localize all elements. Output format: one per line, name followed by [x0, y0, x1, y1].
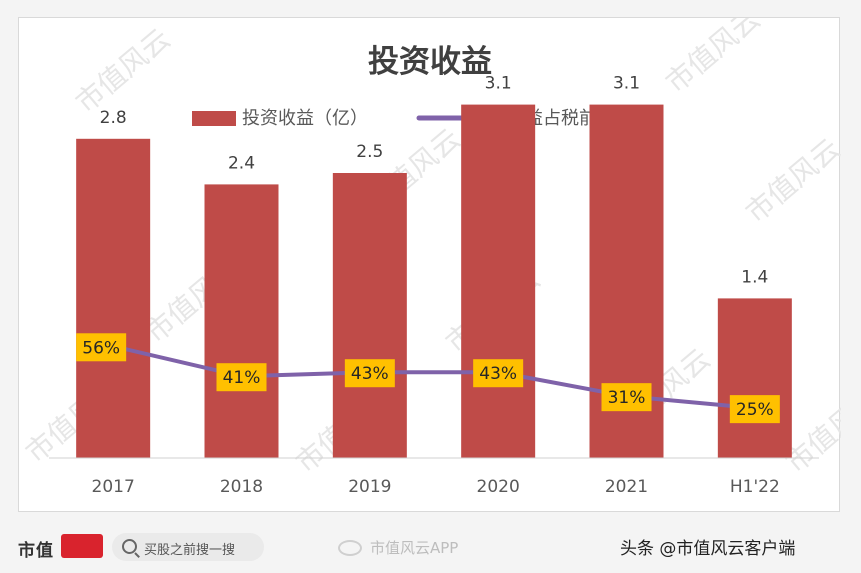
- x-tick-label: 2021: [605, 477, 648, 497]
- line-point-label: 41%: [216, 363, 267, 392]
- watermark-text: 市值风云: [69, 22, 176, 119]
- brand-name: 市值: [18, 541, 54, 561]
- bar-value-label: 2.5: [356, 142, 383, 162]
- line-label-box: [473, 359, 524, 388]
- bar-value-label: 3.1: [485, 74, 512, 94]
- app-watermark: 市值风云APP: [370, 539, 459, 557]
- bar-value-label: 1.4: [741, 267, 768, 287]
- legend-bar-label: 投资收益（亿）: [242, 108, 368, 129]
- line-label-text: 43%: [479, 364, 517, 384]
- weibo-icon: [338, 540, 362, 556]
- line-label-text: 31%: [608, 388, 646, 408]
- line-label-text: 56%: [82, 338, 120, 358]
- search-pill[interactable]: 买股之前搜一搜: [112, 533, 264, 561]
- x-tick-label: H1'22: [730, 477, 780, 497]
- footer: 市值 买股之前搜一搜 市值风云APP 头条 @市值风云客户端: [0, 519, 861, 573]
- x-tick-label: 2019: [348, 477, 391, 497]
- bar: [204, 184, 279, 458]
- watermark-text: 市值风云: [739, 132, 841, 229]
- line-labels: 56% 41% 43% 43% 31% 25%: [76, 333, 780, 424]
- line-label-box: [76, 333, 127, 362]
- line-point-label: 31%: [601, 383, 652, 412]
- line-point-label: 56%: [76, 333, 127, 362]
- bar: [76, 138, 151, 459]
- line-label-text: 41%: [223, 368, 261, 388]
- watermark-text: 市值风云: [659, 18, 766, 99]
- legend-bar-swatch: [192, 111, 236, 126]
- line-label-text: 43%: [351, 364, 389, 384]
- bar: [332, 173, 407, 458]
- bar: [461, 104, 536, 458]
- x-tick-label: 2017: [92, 477, 135, 497]
- line-point-label: 25%: [729, 395, 780, 424]
- chart-title: 投资收益: [368, 44, 492, 80]
- line-label-box: [216, 363, 267, 392]
- line-point-label: 43%: [473, 359, 524, 388]
- x-tick-label: 2018: [220, 477, 263, 497]
- chart-card: 市值风云市值风云市值风云市值风云市值风云市值风云市值风云市值风云市值风云市值风云…: [18, 17, 841, 512]
- legend: 投资收益（亿） 投资收益占税前利润比: [192, 108, 651, 129]
- search-placeholder: 买股之前搜一搜: [144, 543, 236, 558]
- chart: 市值风云市值风云市值风云市值风云市值风云市值风云市值风云市值风云市值风云市值风云…: [19, 18, 841, 497]
- line-label-text: 25%: [736, 400, 774, 420]
- bar-labels: 2.8 2.4 2.5 3.1 3.1 1.4: [100, 74, 769, 288]
- bar-value-label: 2.4: [228, 153, 255, 173]
- search-icon: [122, 539, 137, 554]
- bar-series: [76, 104, 792, 459]
- bar: [717, 298, 792, 458]
- line-label-box: [601, 383, 652, 412]
- source-credit: 头条 @市值风云客户端: [620, 539, 796, 559]
- x-tick-label: 2020: [477, 477, 520, 497]
- line-point-label: 43%: [344, 359, 395, 388]
- bar-value-label: 3.1: [613, 74, 640, 94]
- brand-seal-icon: [61, 534, 103, 558]
- line-label-box: [729, 395, 780, 424]
- bar-value-label: 2.8: [100, 108, 127, 128]
- line-label-box: [344, 359, 395, 388]
- x-tick-labels: 2017 2018 2019 2020 2021 H1'22: [92, 477, 780, 497]
